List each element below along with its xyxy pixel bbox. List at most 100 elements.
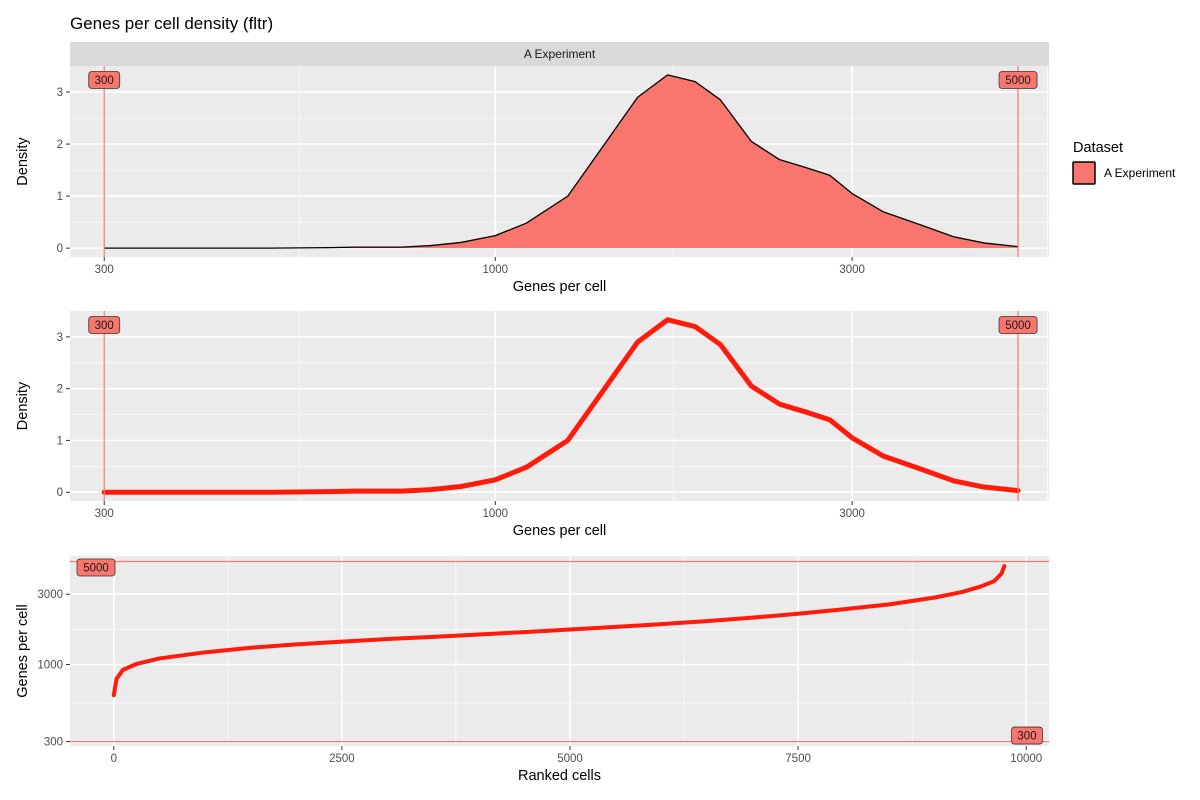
y-tick-label: 3 <box>57 87 63 99</box>
facet-strip <box>70 42 1049 66</box>
ranked-point <box>114 677 119 681</box>
x-tick-label: 5000 <box>557 753 583 765</box>
y-tick-label: 3000 <box>37 589 63 601</box>
ranked-point <box>1002 564 1007 568</box>
ranked-point <box>933 595 937 600</box>
x-tick-label: 0 <box>111 753 117 765</box>
x-axis-title: Genes per cell <box>513 523 607 539</box>
density-point <box>428 487 434 492</box>
ranked-point <box>568 627 572 632</box>
threshold-badge <box>998 71 1038 89</box>
threshold-badge <box>88 316 121 334</box>
y-tick-label: 2 <box>57 139 63 151</box>
density-point <box>399 488 405 494</box>
ranked-point <box>385 637 390 641</box>
density-point <box>827 417 832 422</box>
density-point <box>524 465 529 470</box>
density-point <box>665 317 670 323</box>
density-point <box>602 386 607 391</box>
y-axis-title: Density <box>15 137 31 186</box>
ranked-point <box>203 650 207 655</box>
threshold-badge <box>88 71 121 89</box>
x-tick-label: 300 <box>95 508 114 520</box>
legend-title: Dataset <box>1073 140 1123 156</box>
density-point <box>267 489 273 495</box>
threshold-badge-label: 300 <box>95 320 114 332</box>
threshold-300: 300 <box>88 311 121 501</box>
density-point <box>692 324 698 329</box>
ranked-point <box>248 645 253 650</box>
density-point <box>880 453 886 459</box>
threshold-badge-label: 300 <box>95 75 114 87</box>
ranked-point <box>134 662 139 666</box>
density-point <box>195 489 200 495</box>
density-point <box>565 438 570 443</box>
density-point <box>849 435 855 441</box>
y-tick-label: 0 <box>57 487 63 499</box>
ranked-point <box>887 602 892 607</box>
density-point <box>981 484 987 490</box>
threshold-badge <box>1011 726 1043 745</box>
density-point <box>777 401 782 407</box>
density-point <box>951 478 956 484</box>
density-point <box>718 342 723 347</box>
x-axis-title: Ranked cells <box>518 768 601 784</box>
y-axis-title: Density <box>15 381 31 430</box>
threshold-5000: 5000 <box>70 558 1049 577</box>
threshold-5000: 5000 <box>998 66 1038 257</box>
legend-label: A Experiment <box>1104 166 1176 180</box>
ranked-point <box>659 622 664 626</box>
y-tick-label: 3 <box>57 332 63 344</box>
ranked-point <box>960 590 965 594</box>
legend: Dataset A Experiment <box>1072 140 1176 185</box>
x-tick-label: 10000 <box>1010 753 1042 765</box>
ranked-point <box>992 579 997 583</box>
ranked-point <box>522 630 527 634</box>
legend-key-swatch <box>1072 161 1096 185</box>
ranked-cells-panel: 0 2500 5000 7500 10000 300 1000 3000 Ranked cell… <box>15 556 1049 784</box>
density-point <box>327 489 332 494</box>
ranked-point <box>111 693 116 697</box>
density-point <box>803 409 808 415</box>
threshold-badge-label: 5000 <box>1005 320 1031 332</box>
x-tick-label: 7500 <box>785 753 811 765</box>
density-point <box>493 477 498 482</box>
ranked-point <box>841 607 846 612</box>
threshold-300: 300 <box>88 66 121 257</box>
density-line <box>101 317 1021 495</box>
density-point <box>749 383 754 389</box>
density-point <box>635 339 640 345</box>
threshold-badge-label: 300 <box>1017 731 1036 743</box>
x-tick-label: 3000 <box>839 508 865 520</box>
ranked-point <box>999 571 1004 576</box>
ranked-point <box>431 635 435 639</box>
y-tick-label: 0 <box>57 243 63 255</box>
ranked-point <box>340 639 344 644</box>
density-outline <box>104 74 1019 249</box>
x-axis-title: Genes per cell <box>513 279 607 295</box>
threshold-300: 300 <box>70 726 1049 745</box>
ranked-point <box>157 656 162 661</box>
plot-panel <box>70 311 1049 501</box>
ranked-point <box>294 642 299 647</box>
y-tick-label: 1 <box>57 191 63 203</box>
y-tick-label: 300 <box>44 737 63 749</box>
ranked-point <box>121 668 125 672</box>
threshold-badge <box>998 316 1038 334</box>
x-tick-label: 2500 <box>329 753 355 765</box>
density-point <box>918 466 923 472</box>
threshold-badge <box>76 558 116 577</box>
ranked-point <box>613 625 618 629</box>
y-tick-label: 1000 <box>37 660 63 672</box>
x-tick-label: 1000 <box>482 508 508 520</box>
y-tick-label: 1 <box>57 435 63 447</box>
x-tick-label: 300 <box>95 264 114 276</box>
density-area <box>104 74 1019 249</box>
threshold-5000: 5000 <box>998 311 1038 501</box>
threshold-badge-label: 5000 <box>1005 75 1031 87</box>
chart-title: Genes per cell density (fltr) <box>70 14 273 33</box>
density-point <box>458 484 464 489</box>
x-tick-label: 3000 <box>839 264 865 276</box>
y-axis-title: Genes per cell <box>15 604 31 698</box>
